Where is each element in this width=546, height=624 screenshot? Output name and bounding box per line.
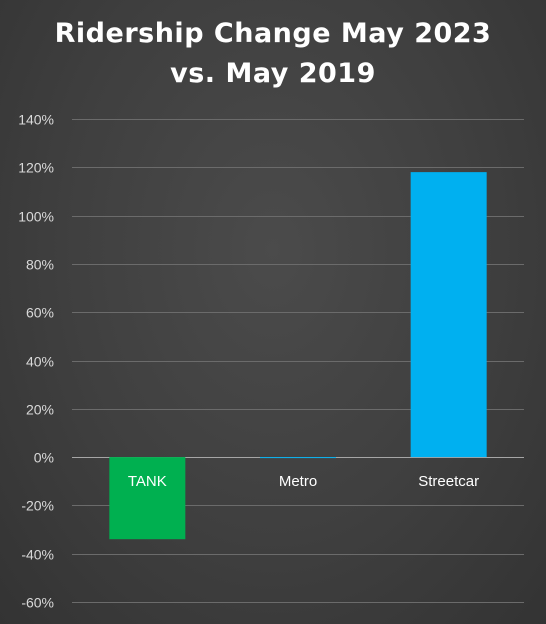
- y-tick-label: 60%: [26, 305, 54, 321]
- y-tick-label: 100%: [18, 209, 54, 225]
- y-tick-label: -60%: [21, 595, 54, 611]
- y-tick-label: 20%: [26, 402, 54, 418]
- x-category-label: Streetcar: [418, 473, 479, 490]
- bar: [260, 457, 336, 459]
- x-category-label: TANK: [128, 473, 167, 490]
- y-tick-label: -20%: [21, 498, 54, 514]
- y-tick-label: -40%: [21, 547, 54, 563]
- chart-title-line-1: Ridership Change May 2023: [54, 18, 492, 49]
- y-tick-label: 40%: [26, 354, 54, 370]
- y-tick-label: 140%: [18, 112, 54, 128]
- y-tick-label: 80%: [26, 257, 54, 273]
- y-tick-label: 120%: [18, 160, 54, 176]
- y-tick-label: 0%: [34, 450, 54, 466]
- chart-title: Ridership Change May 2023 vs. May 2019: [0, 14, 546, 94]
- bar: [109, 457, 186, 540]
- chart-title-line-2: vs. May 2019: [170, 58, 376, 89]
- x-category-label: Metro: [279, 473, 317, 490]
- bar: [410, 172, 487, 458]
